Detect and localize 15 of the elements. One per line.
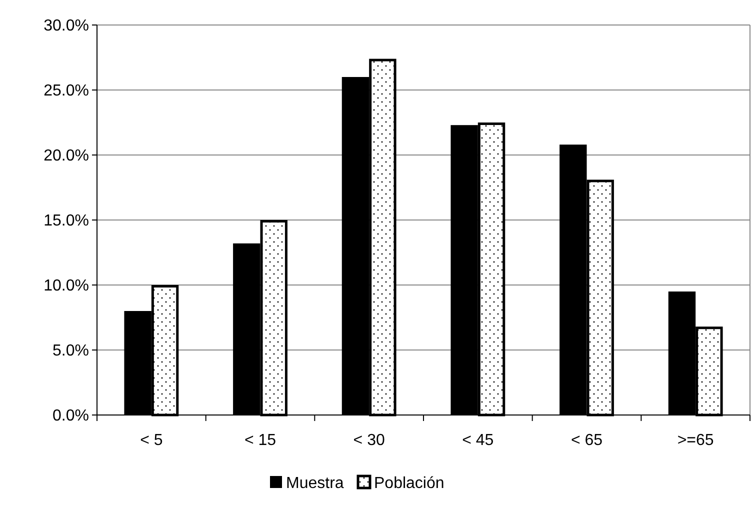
x-tick-label: < 15	[244, 432, 276, 449]
x-tick-label: < 45	[462, 432, 494, 449]
legend-label: Muestra	[286, 475, 344, 492]
x-tick-label: < 5	[140, 432, 163, 449]
y-tick-label: 0.0%	[52, 408, 89, 425]
y-tick-label: 15.0%	[44, 212, 89, 230]
x-tick-label: < 65	[570, 432, 603, 449]
y-tick-label: 20.0%	[44, 148, 89, 165]
y-tick-label: 5.0%	[52, 342, 89, 360]
y-tick-label: 10.0%	[44, 278, 89, 295]
y-tick-label: 25.0%	[44, 82, 89, 100]
legend-label: Población	[374, 475, 444, 492]
x-tick-label: < 30	[353, 432, 385, 449]
x-tick-label: >=65	[677, 432, 714, 449]
y-tick-label: 30.0%	[44, 18, 89, 35]
